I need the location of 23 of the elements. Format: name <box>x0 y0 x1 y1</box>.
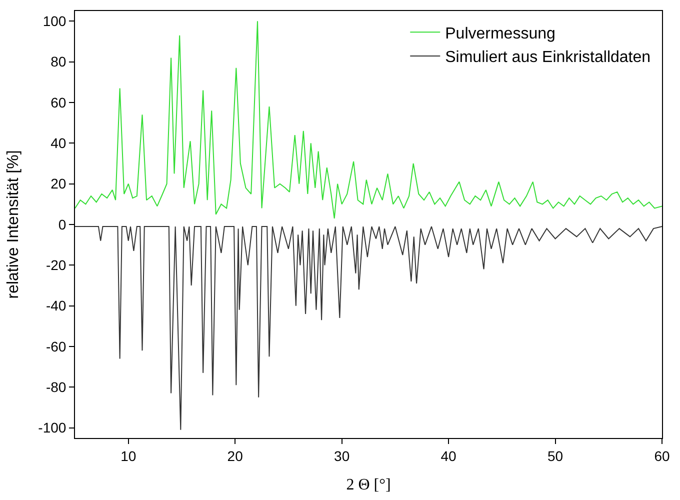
y-tick-label: -60 <box>46 338 66 354</box>
y-tick-label: -40 <box>46 298 66 314</box>
x-axis-title: 2 Θ [°] <box>346 476 391 494</box>
x-tick-label: 50 <box>547 448 564 464</box>
x-tick-label: 60 <box>654 448 670 464</box>
y-tick-label: 20 <box>50 176 66 192</box>
line-series <box>75 20 662 219</box>
x-tick-label: 40 <box>440 448 457 464</box>
line-series <box>75 226 662 430</box>
y-tick-label: 60 <box>50 94 66 110</box>
x-tick-label: 30 <box>334 448 350 464</box>
y-tick-label: 80 <box>50 54 66 70</box>
y-tick-label: 100 <box>42 13 66 30</box>
legend-label: Pulvermessung <box>445 25 556 42</box>
y-tick-label: 40 <box>50 135 66 152</box>
y-tick-label: -20 <box>46 257 66 274</box>
y-tick-label: 0 <box>58 216 66 232</box>
legend-label: Simuliert aus Einkristalldaten <box>445 49 651 66</box>
y-tick-label: -100 <box>38 420 66 436</box>
x-tick-label: 20 <box>227 448 244 464</box>
y-axis-title: relative Intensität [%] <box>5 150 22 299</box>
x-tick-label: 10 <box>120 448 136 464</box>
y-tick-label: -80 <box>46 379 66 396</box>
